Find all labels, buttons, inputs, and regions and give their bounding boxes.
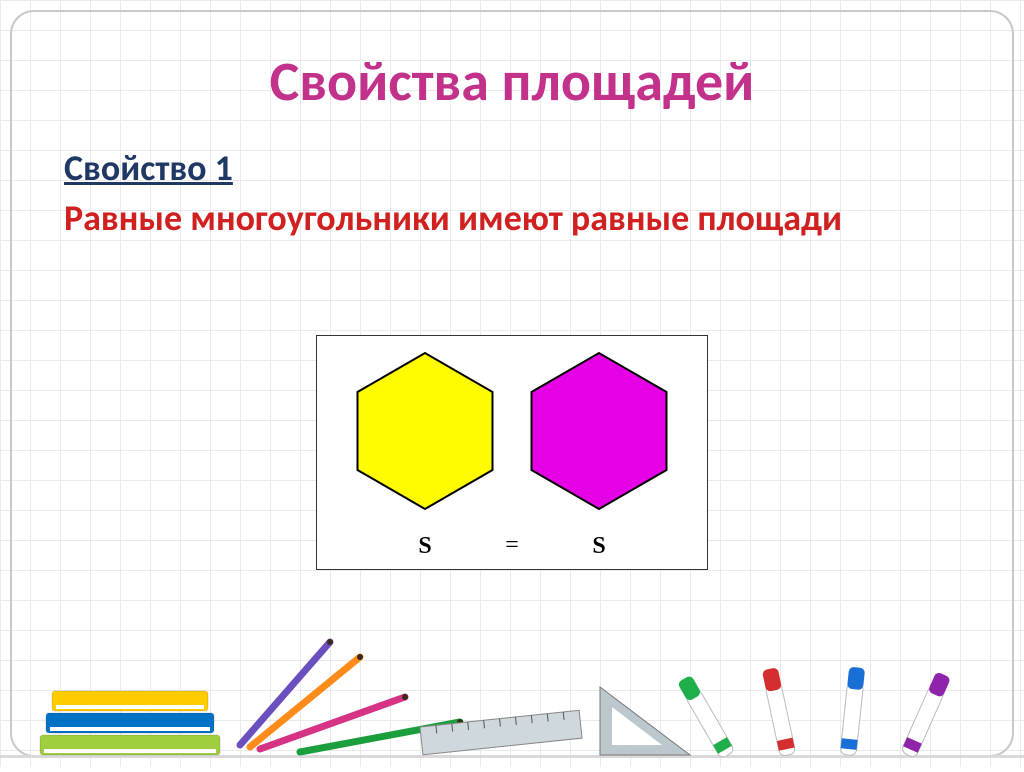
hexagon-shape bbox=[532, 353, 667, 509]
figure-label: S bbox=[592, 533, 605, 559]
hexagon-svg: S = S bbox=[317, 336, 709, 571]
figure-label: = bbox=[505, 532, 519, 558]
slide-content: Свойства площадей Свойство 1 Равные мног… bbox=[0, 0, 1024, 241]
property-text: Равные многоугольники имеют равные площа… bbox=[64, 196, 964, 241]
hexagon-shape bbox=[358, 353, 493, 509]
school-supplies-decoration bbox=[0, 627, 1024, 767]
figure-label: S bbox=[418, 533, 431, 559]
property-heading: Свойство 1 bbox=[64, 146, 964, 190]
slide-title: Свойства площадей bbox=[60, 48, 964, 116]
hexagon-figure: S = S bbox=[316, 335, 708, 570]
supplies-svg bbox=[0, 627, 1024, 767]
